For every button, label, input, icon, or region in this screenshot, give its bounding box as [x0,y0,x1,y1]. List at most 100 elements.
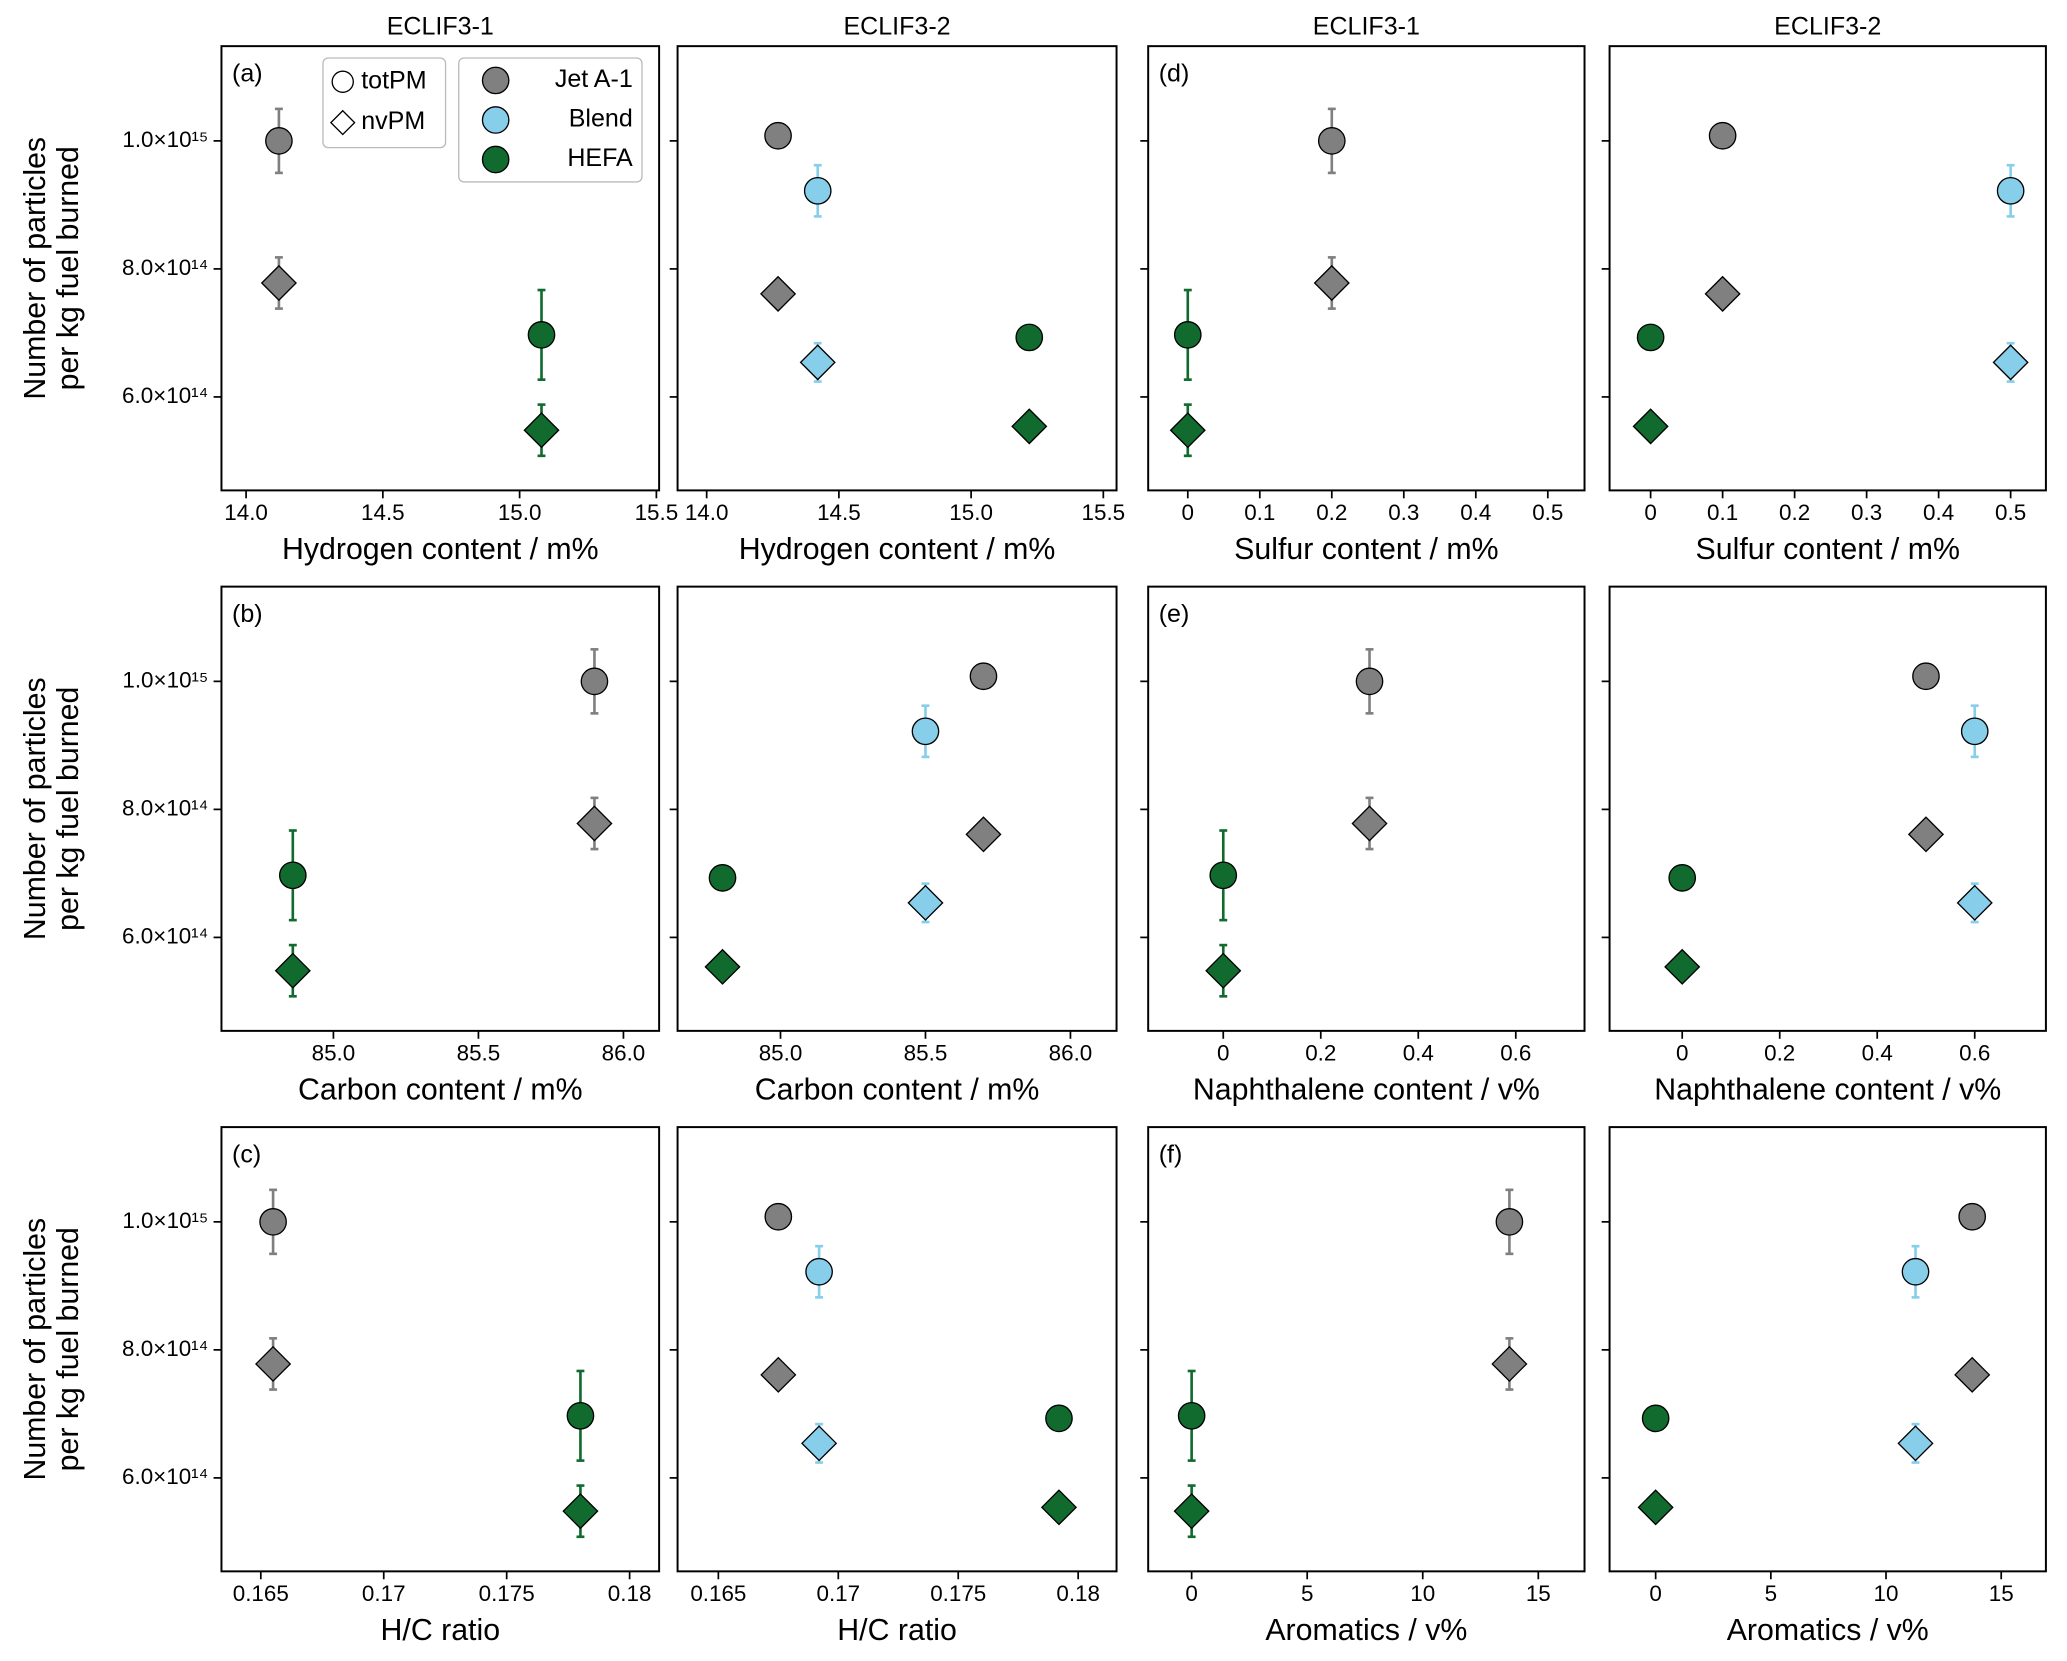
totpm-point [259,1208,287,1236]
x-tick-label: 0.4 [1460,500,1491,525]
x-tick-label: 0.4 [1403,1041,1434,1066]
totpm-point [1495,1208,1524,1236]
x-tick-label: 85.5 [457,1041,501,1066]
panel: Carbon content / m% 85.0 85.5 86.0 [669,585,1118,1107]
x-tick-label: 0.18 [1056,1581,1100,1606]
x-tick-label: 14.5 [361,500,405,525]
panel: (e) Naphthalene content / v% 0 0.2 0.4 0.6 [1140,585,1586,1107]
nvpm-point [907,884,944,921]
x-tick-label: 85.0 [312,1041,356,1066]
legend: totPM nvPM Jet A-1 Blend HEFA [322,57,643,183]
y-axis-label: per kg fuel burned [52,687,85,931]
totpm-point [803,176,832,205]
nvpm-point [1351,805,1388,842]
panel-label: (e) [1159,600,1190,628]
nvpm-point [799,344,836,381]
totpm-point [1708,121,1737,150]
nvpm-point [1173,1493,1210,1530]
totpm-point [580,667,609,696]
nvpm-point [576,805,613,842]
legend-label: HEFA [567,144,633,172]
totpm-point [764,121,792,150]
nvpm-point [1956,884,1993,921]
x-tick-label: 0.2 [1779,500,1810,525]
y-axis-label: Number of particles [19,137,52,400]
legend-label: totPM [361,66,426,94]
nvpm-point [260,264,297,302]
nvpm-point [1205,952,1242,989]
x-tick-label: 5 [1765,1581,1777,1606]
x-tick-label: 0 [1644,500,1656,525]
totpm-point [805,1257,833,1286]
nvpm-point [704,948,741,985]
legend-marker [481,106,510,134]
x-tick-label: 0.165 [233,1581,289,1606]
totpm-point [1045,1404,1073,1433]
panel: H/C ratio 0.165 0.17 0.175 0.18 [669,1126,1118,1647]
x-tick-label: 14.0 [224,500,268,525]
legend-marker [481,66,510,95]
y-tick-label: 1.0×10¹⁵ [122,127,208,152]
totpm-point [1901,1257,1930,1286]
y-tick-label: 1.0×10¹⁵ [122,667,208,692]
x-tick-label: 0 [1676,1041,1688,1066]
x-tick-label: 15.5 [1082,500,1126,525]
nvpm-point [1954,1356,1991,1393]
x-tick-label: 15.5 [635,500,679,525]
totpm-point [1960,717,1989,746]
x-tick-label: 85.0 [759,1041,803,1066]
panel-label: (b) [232,600,263,628]
y-axis-label: Number of particles [19,677,52,940]
legend-label: Blend [569,105,633,133]
totpm-point [1641,1404,1670,1433]
x-tick-label: 0.4 [1923,500,1954,525]
x-axis-label: Naphthalene content / v% [1193,1074,1540,1107]
totpm-point [566,1401,595,1430]
nvpm-point [1907,816,1945,853]
column-title: ECLIF3-2 [1774,12,1881,40]
nvpm-point [1897,1425,1934,1462]
x-axis-label: Carbon content / m% [755,1074,1040,1107]
x-tick-label: 15 [1989,1581,2014,1606]
totpm-point [265,127,293,155]
nvpm-point [1664,948,1701,985]
panel: ECLIF3-1 (d) Sulfur content / m% 0 0.1 0.2 0.3… [1140,12,1586,566]
totpm-point [764,1202,793,1231]
totpm-point [1668,864,1697,892]
panel: ECLIF3-1 (a) Hydrogen content / m% Number o… [19,12,678,566]
x-axis-label: H/C ratio [381,1614,501,1647]
panel-label: (a) [232,60,263,88]
x-tick-label: 15.0 [498,500,542,525]
panel: Naphthalene content / v% 0 0.2 0.4 0.6 [1601,585,2047,1107]
x-tick-label: 10 [1410,1581,1435,1606]
nvpm-point [1040,1489,1078,1526]
nvpm-point [562,1493,599,1530]
x-tick-label: 0.2 [1305,1041,1336,1066]
x-tick-label: 0 [1185,1581,1197,1606]
x-tick-label: 86.0 [1049,1041,1093,1066]
x-tick-label: 0.1 [1244,500,1275,525]
totpm-point [1958,1202,1987,1231]
x-tick-label: 14.5 [817,500,861,525]
y-axis-label: per kg fuel burned [52,1227,85,1471]
plot-frame [1608,45,2047,492]
x-axis-label: Aromatics / v% [1727,1614,1929,1647]
nvpm-point [1992,344,2029,381]
x-axis-label: Hydrogen content / m% [282,533,599,566]
panel: (b) Carbon content / m% Number of particle… [19,585,661,1107]
legend-marker [329,109,356,136]
x-tick-label: 0.5 [1995,500,2026,525]
x-tick-label: 0.4 [1862,1041,1893,1066]
nvpm-point [1011,408,1048,445]
x-tick-label: 0 [1649,1581,1661,1606]
y-tick-label: 1.0×10¹⁵ [122,1208,208,1233]
panel: Aromatics / v% 0 5 10 15 [1601,1126,2047,1647]
x-tick-label: 0.17 [816,1581,860,1606]
legend-label: Jet A-1 [555,65,633,93]
totpm-point [708,864,737,892]
plot-frame [1147,1126,1586,1573]
x-tick-label: 0.6 [1959,1041,1990,1066]
y-tick-label: 8.0×10¹⁴ [122,255,208,280]
x-tick-label: 0.18 [608,1581,652,1606]
nvpm-point [1491,1345,1528,1383]
